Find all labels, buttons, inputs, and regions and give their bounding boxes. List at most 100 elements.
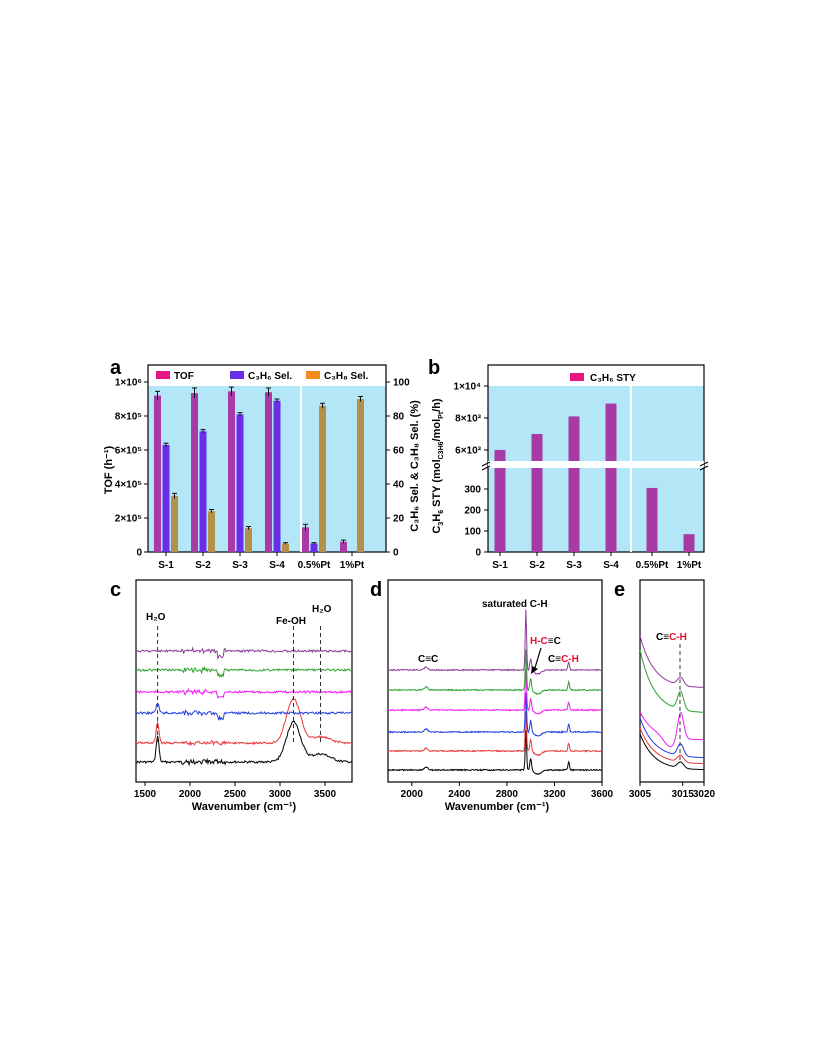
spectrum-c-0	[136, 720, 353, 767]
panel-e-x-axis: 3005 3015 3020	[629, 782, 716, 800]
hcc-part-b: ≡C	[548, 636, 561, 647]
panel-a-legend: TOF C₃H₆ Sel. C₃H₈ Sel.	[156, 371, 369, 382]
panel-d-annotation-cch: C≡C-H	[548, 654, 579, 665]
xtick-label-b-3: S-4	[603, 560, 619, 571]
bar-a-0-0	[154, 395, 161, 552]
panel-b-y-axis: 0 100 200 300 6×10³ 8×10³ 1×10⁴	[454, 382, 488, 559]
panel-e-frame	[639, 579, 705, 783]
ylabel-part-a: C	[431, 526, 443, 534]
xtick-label-b-0: S-1	[492, 560, 508, 571]
xtick-label-a-2: S-3	[232, 560, 248, 571]
spectrum-d-0	[387, 730, 603, 775]
panel-d-x-axis: 2000 2400 2800 3200 3600	[401, 782, 614, 800]
ytick-label-a-3: 6×10⁵	[115, 446, 143, 457]
ylabel-part-b: 3	[438, 522, 445, 526]
bar-a-2-4	[319, 405, 326, 552]
ylabel-part-d: 6	[438, 510, 445, 514]
spectrum-e-3	[639, 711, 704, 747]
panel-c-xlabel: Wavenumber (cm⁻¹)	[192, 801, 297, 813]
bar-a-0-3	[265, 392, 272, 552]
ylabel-part-h: Pt	[438, 411, 445, 419]
panel-e-chart: 3005 3015 3020 C≡C-H	[629, 579, 716, 800]
ytick-label-a-2: 4×10⁵	[115, 480, 143, 491]
spectrum-d-2	[387, 692, 603, 737]
xtick-label-d-4: 3600	[591, 789, 614, 800]
xtick-label-b-4: 0.5%Pt	[636, 560, 669, 571]
panel-e-spectra	[639, 635, 705, 771]
xtick-label-b-1: S-2	[529, 560, 545, 571]
cch-part-b: C-H	[561, 654, 579, 665]
panel-a-background-right	[302, 386, 386, 552]
ytick-label-b-low-2: 200	[464, 506, 481, 517]
bar-a-2-1	[208, 511, 215, 552]
ylabel-part-f: C3H6	[438, 441, 445, 459]
y2tick-label-a-1: 20	[393, 514, 405, 525]
xtick-label-a-3: S-4	[269, 560, 285, 571]
ytick-label-b-low-1: 100	[464, 527, 481, 538]
spectrum-d-5	[387, 609, 603, 675]
bar-a-1-0	[162, 444, 170, 552]
bar-a-1-1	[199, 431, 207, 552]
bar-a-1-4	[310, 543, 318, 552]
bar-a-1-2	[236, 414, 244, 552]
ytick-label-a-0: 0	[136, 548, 142, 559]
spectrum-e-5	[639, 635, 704, 688]
panel-b-legend-swatch	[570, 373, 584, 381]
panel-b-legend-label: C₃H₆ STY	[590, 373, 636, 384]
bar-b-lower-3	[605, 468, 617, 552]
ytick-label-b-up-1: 8×10³	[455, 414, 482, 425]
ytick-label-a-1: 2×10⁵	[115, 514, 143, 525]
xtick-label-a-4: 0.5%Pt	[298, 560, 331, 571]
xtick-label-a-5: 1%Pt	[340, 560, 365, 571]
bar-a-0-5	[340, 541, 347, 552]
panel-letter-d: d	[370, 579, 382, 601]
panel-c-annotation-h2o-left: H₂O	[146, 612, 166, 623]
panel-c-guides	[157, 626, 321, 745]
xtick-label-d-0: 2000	[401, 789, 424, 800]
bar-b-5	[683, 534, 695, 552]
panel-d-annotation-cc: C≡C	[418, 654, 438, 665]
bar-a-0-1	[191, 393, 198, 552]
xtick-label-a-0: S-1	[158, 560, 174, 571]
ylabel-part-g: /mol	[431, 419, 443, 442]
legend-label-a-1: C₃H₆ Sel.	[248, 371, 292, 382]
panel-b-bars	[481, 386, 709, 552]
xtick-label-b-2: S-3	[566, 560, 582, 571]
panel-letter-e: e	[614, 579, 625, 601]
spectrum-d-1	[387, 711, 603, 757]
cch-part-a: C≡	[548, 654, 561, 665]
bar-b-lower-0	[494, 468, 506, 552]
legend-swatch-a-1	[230, 371, 244, 379]
panel-letter-b: b	[428, 357, 440, 379]
panel-b-break-mark-right	[699, 461, 709, 471]
bar-b-upper-2	[568, 416, 580, 466]
panel-letter-a: a	[110, 357, 122, 379]
panel-d-annotation-saturated: saturated C-H	[482, 599, 548, 610]
y2tick-label-a-2: 40	[393, 480, 405, 491]
bar-b-upper-0	[494, 450, 506, 466]
spectrum-c-1	[135, 697, 353, 747]
panel-d-frame	[387, 579, 603, 783]
panel-d-arrow-line	[533, 647, 542, 672]
legend-swatch-a-0	[156, 371, 170, 379]
hcc-part-a: H-C	[530, 636, 548, 647]
spectrum-e-2	[639, 717, 705, 759]
bar-b-lower-1	[531, 468, 543, 552]
panel-b-legend: C₃H₆ STY	[570, 373, 636, 384]
xtick-label-d-1: 2400	[448, 789, 471, 800]
bar-a-2-2	[245, 528, 252, 552]
panel-d-xlabel: Wavenumber (cm⁻¹)	[445, 801, 550, 813]
xtick-label-d-3: 3200	[543, 789, 566, 800]
bar-a-0-2	[228, 391, 235, 552]
bar-a-2-0	[171, 495, 178, 552]
xtick-label-b-5: 1%Pt	[677, 560, 702, 571]
panel-c-annotation-h2o-right: H₂O	[312, 604, 332, 615]
xtick-label-e-1: 3015	[672, 789, 695, 800]
panel-a-ylabel: TOF (h⁻¹)	[103, 445, 115, 494]
panel-a-x-axis: S-1 S-2 S-3 S-4 0.5%Pt 1%Pt	[158, 552, 365, 571]
panel-b-frame	[487, 364, 705, 553]
spectrum-c-3	[135, 687, 353, 699]
bar-b-lower-2	[568, 468, 580, 552]
